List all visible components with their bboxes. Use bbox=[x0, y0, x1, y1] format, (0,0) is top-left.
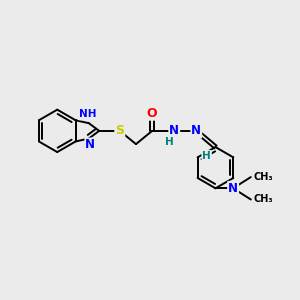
Text: O: O bbox=[147, 107, 158, 120]
Text: S: S bbox=[115, 124, 124, 137]
Text: N: N bbox=[85, 139, 95, 152]
Text: CH₃: CH₃ bbox=[253, 194, 273, 205]
Text: N: N bbox=[191, 124, 201, 137]
Text: H: H bbox=[166, 137, 174, 147]
Text: NH: NH bbox=[79, 110, 96, 119]
Text: CH₃: CH₃ bbox=[253, 172, 273, 182]
Text: N: N bbox=[228, 182, 238, 195]
Text: N: N bbox=[169, 124, 179, 137]
Text: H: H bbox=[202, 151, 211, 161]
